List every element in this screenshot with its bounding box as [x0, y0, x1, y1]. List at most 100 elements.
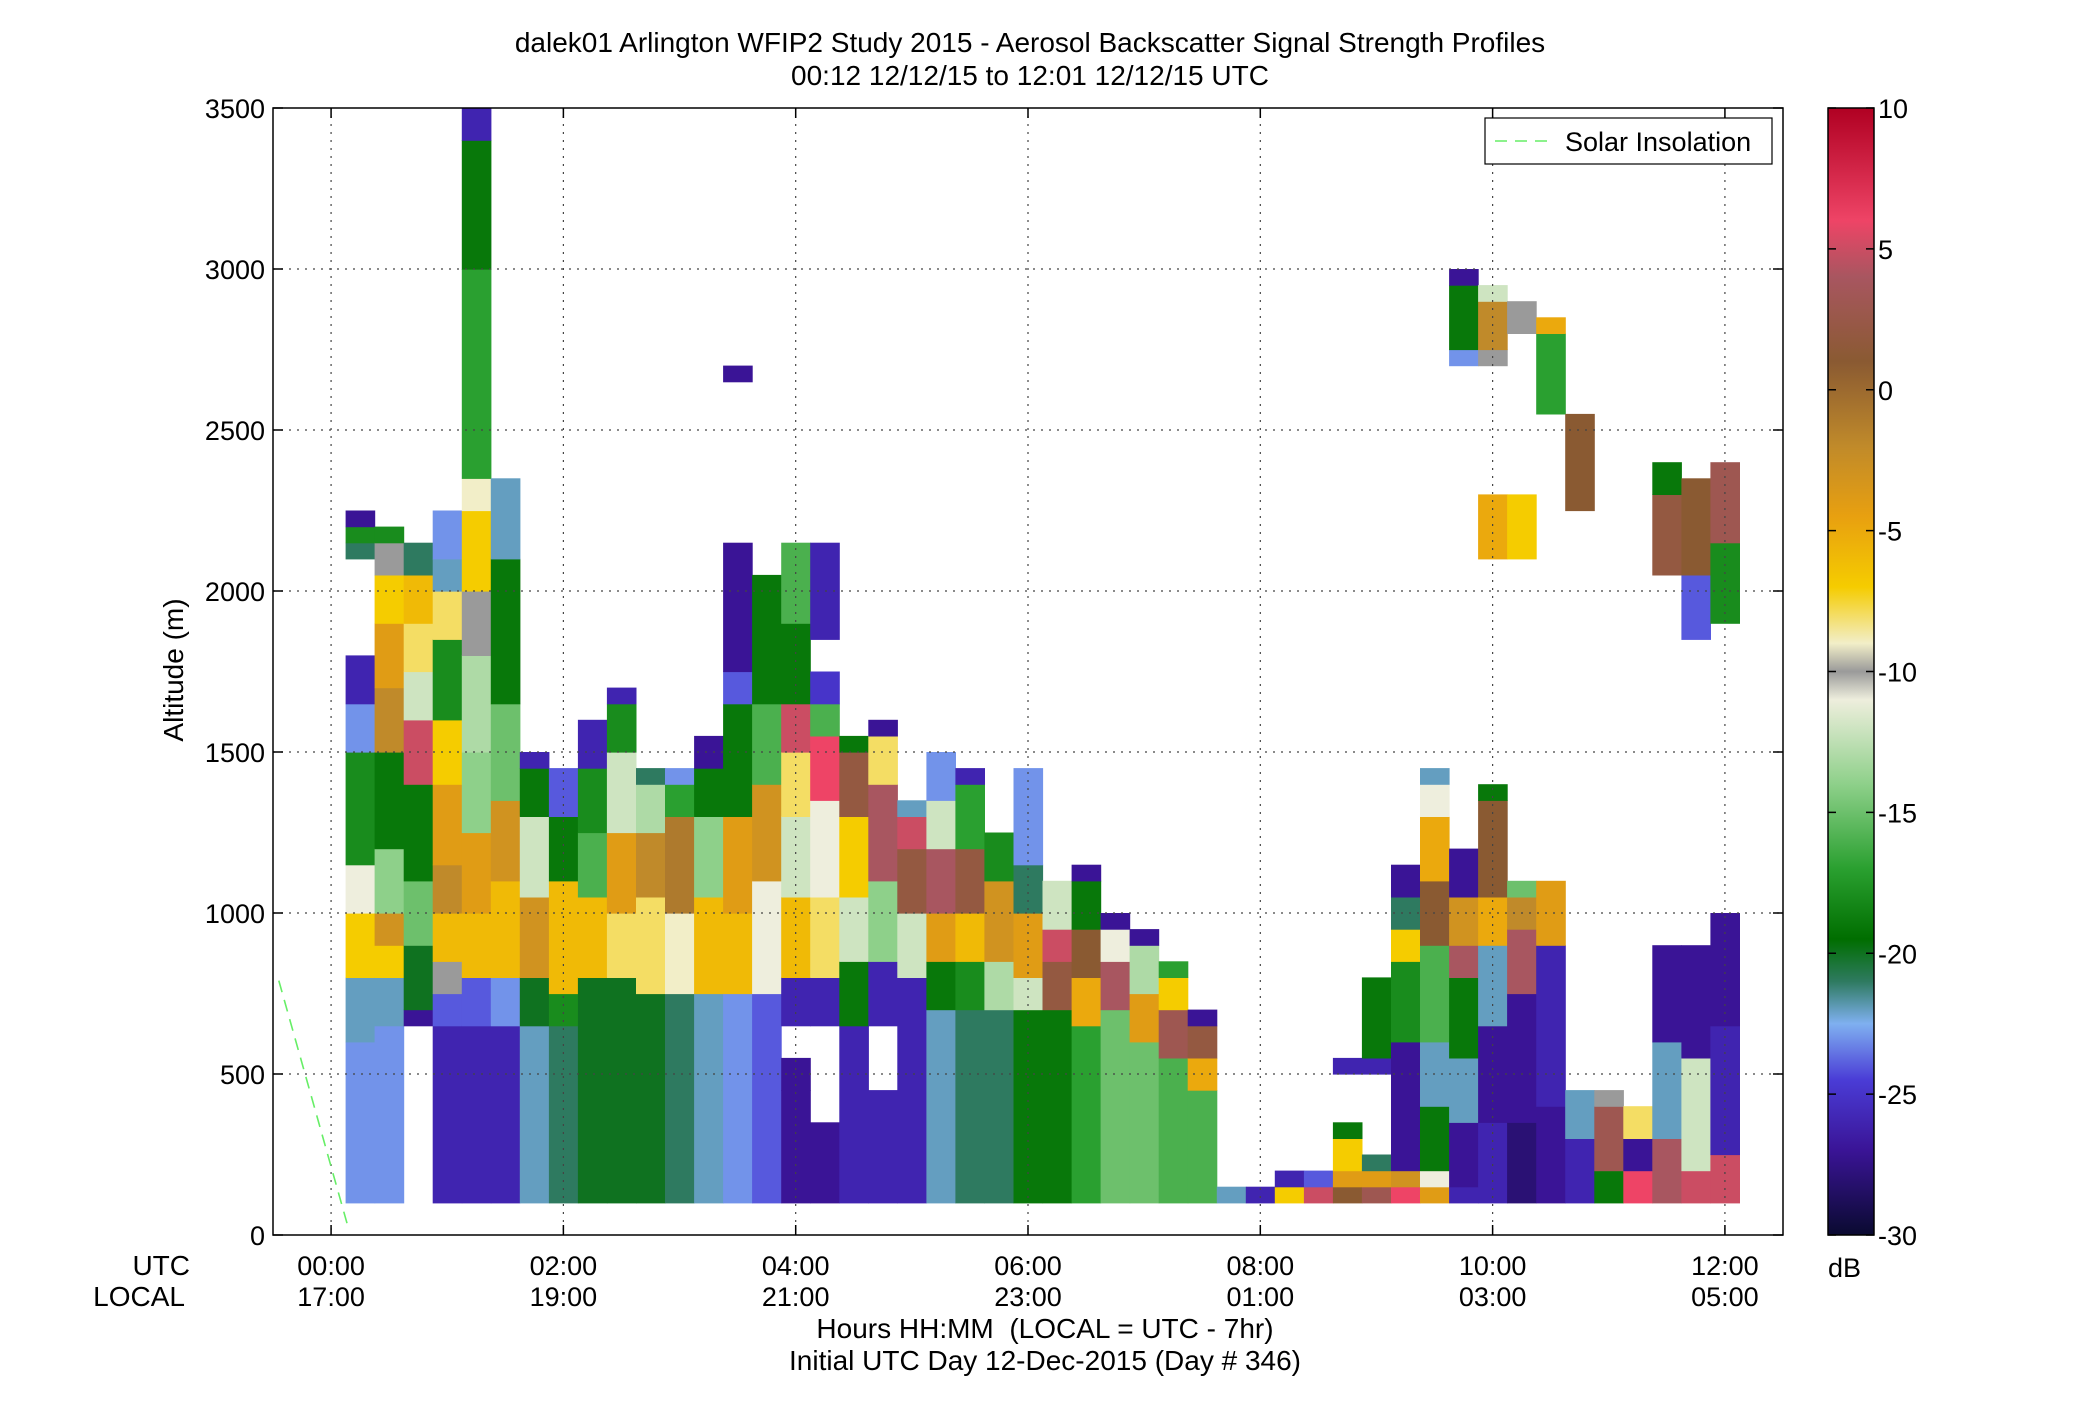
heatmap-cell [839, 752, 869, 817]
heatmap-cell [1536, 333, 1566, 415]
heatmap-cell [374, 752, 405, 850]
heatmap-cell [1071, 880, 1102, 930]
heatmap-cell [461, 977, 492, 1027]
heatmap-cell [1536, 880, 1566, 946]
heatmap-cell [490, 977, 521, 1027]
heatmap-cell [926, 752, 956, 801]
heatmap-cell [636, 784, 666, 834]
heatmap-cell [1158, 961, 1189, 978]
heatmap-cell [1449, 1122, 1479, 1188]
heatmap-cell [723, 671, 753, 705]
heatmap-cell [1071, 864, 1102, 882]
heatmap-cell [1449, 977, 1479, 1059]
heatmap-cell [461, 913, 492, 978]
heatmap-cell [694, 896, 724, 995]
heatmap-cell [1013, 864, 1044, 914]
heatmap-cell [1681, 945, 1711, 1059]
heatmap-cell [606, 832, 637, 914]
heatmap-cell [810, 896, 840, 978]
heatmap-cell [490, 558, 521, 705]
heatmap-cell [636, 896, 666, 995]
heatmap-cell [345, 655, 376, 705]
heatmap-cell [810, 703, 840, 737]
heatmap-cell [1478, 896, 1508, 946]
heatmap-cell [810, 735, 840, 801]
heatmap-cell [606, 703, 637, 753]
heatmap-cell [1274, 1170, 1305, 1188]
heatmap-cell [345, 913, 376, 978]
heatmap-cell [781, 703, 811, 753]
legend-label: Solar Insolation [1565, 127, 1751, 157]
heatmap-cell [1274, 1186, 1305, 1204]
heatmap-cell [1681, 478, 1711, 576]
heatmap-cell [461, 140, 492, 270]
heatmap-cell [577, 977, 608, 1204]
heatmap-cell [1303, 1170, 1334, 1188]
heatmap-cell [694, 768, 724, 817]
colorbar-tick-label: -20 [1878, 939, 1917, 969]
heatmap-cell [1536, 945, 1566, 1107]
heatmap-cell [868, 961, 898, 1027]
x-axis-label-day: Initial UTC Day 12-Dec-2015 (Day # 346) [789, 1345, 1301, 1376]
heatmap-cell [1100, 929, 1131, 962]
heatmap-cell [606, 913, 637, 978]
heatmap-cell [1361, 1154, 1392, 1172]
heatmap-cell [1594, 1090, 1624, 1107]
heatmap-cell [752, 880, 782, 995]
heatmap-cell [461, 478, 492, 512]
heatmap-cell [432, 510, 463, 560]
x-tick-label-local: 03:00 [1459, 1282, 1527, 1312]
x-tick-label-local: 17:00 [297, 1282, 365, 1312]
heatmap-cell [984, 880, 1014, 962]
heatmap-cell [490, 800, 521, 882]
heatmap-cell [839, 816, 869, 898]
heatmap-cell [461, 752, 492, 834]
heatmap-cell [432, 961, 463, 995]
heatmap-cell [665, 768, 695, 785]
heatmap-cell [955, 848, 985, 914]
chart-title: dalek01 Arlington WFIP2 Study 2015 - Aer… [515, 27, 1545, 58]
heatmap-cell [403, 1009, 434, 1027]
heatmap-cell [432, 993, 463, 1027]
heatmap-cell [1332, 1138, 1363, 1172]
heatmap-cell [926, 961, 956, 1011]
x-tick-label-local: 19:00 [530, 1282, 598, 1312]
heatmap-cell [1420, 1170, 1450, 1188]
heatmap-cell [1129, 1041, 1160, 1204]
heatmap-cell [345, 977, 376, 1043]
heatmap-cell [1303, 1186, 1334, 1204]
heatmap-cell [403, 671, 434, 721]
heatmap-cell [723, 542, 753, 673]
heatmap-cell [1187, 1025, 1218, 1059]
heatmap-cell [1332, 1186, 1363, 1204]
x-axis-label: Hours HH:MM (LOCAL = UTC - 7hr) [816, 1313, 1273, 1344]
heatmap-cell [403, 623, 434, 673]
heatmap-cell [1681, 574, 1711, 640]
heatmap-cell [839, 896, 869, 962]
heatmap-cell [897, 800, 927, 817]
heatmap-cell [1071, 929, 1102, 978]
heatmap-cell [432, 864, 463, 914]
colorbar-tick-label: 5 [1878, 235, 1893, 265]
heatmap-cell [519, 896, 550, 978]
heatmap-cell [926, 913, 956, 962]
heatmap-cell [1507, 993, 1537, 1123]
heatmap-cell [519, 1025, 550, 1204]
heatmap-cell [839, 1025, 869, 1204]
heatmap-cell [897, 913, 927, 978]
heatmap-cell [1565, 1090, 1595, 1139]
heatmap-cell [1594, 1170, 1624, 1204]
heatmap-cell [1565, 413, 1595, 512]
heatmap-cell [955, 1009, 985, 1204]
heatmap-cell [403, 784, 434, 882]
heatmap-cell [1042, 929, 1073, 962]
heatmap-cell [1710, 542, 1740, 624]
heatmap-cell [1478, 1025, 1508, 1123]
heatmap-cell [1536, 317, 1566, 334]
colorbar-tick-label: 0 [1878, 376, 1893, 406]
heatmap-cell [1391, 929, 1421, 962]
y-tick-label: 2000 [205, 577, 265, 607]
heatmap-cell [1129, 945, 1160, 995]
heatmap-cell [461, 655, 492, 753]
